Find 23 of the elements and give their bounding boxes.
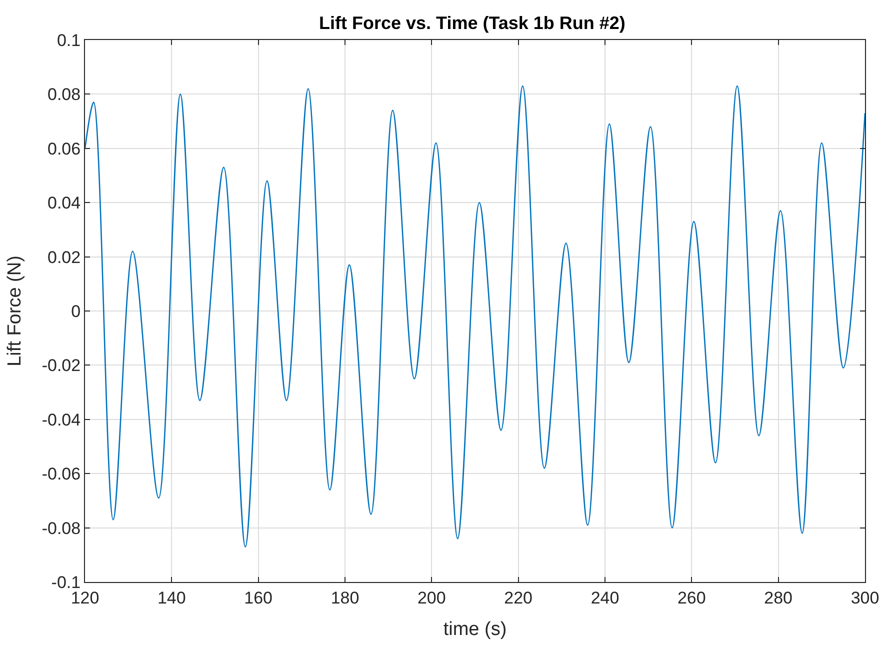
x-tick-label: 300 — [850, 588, 880, 608]
x-tick-label: 260 — [677, 588, 706, 608]
x-tick-label: 140 — [157, 588, 186, 608]
x-tick-label: 160 — [244, 588, 273, 608]
x-tick-label: 180 — [330, 588, 360, 608]
y-tick-label: 0.06 — [48, 139, 81, 158]
y-tick-label: 0.1 — [56, 30, 81, 50]
chart-title: Lift Force vs. Time (Task 1b Run #2) — [319, 12, 626, 33]
y-tick-label: -0.02 — [42, 356, 81, 376]
x-axis-title: time (s) — [443, 619, 507, 640]
x-tick-label: 240 — [590, 588, 620, 608]
y-tick-label: -0.08 — [42, 518, 81, 538]
y-tick-label: 0 — [71, 302, 81, 321]
x-tick-label: 200 — [417, 588, 446, 608]
x-tick-label: 220 — [504, 588, 533, 608]
y-axis-title: Lift Force (N) — [4, 256, 26, 366]
line-series — [85, 85, 865, 548]
y-tick-label: 0.04 — [48, 194, 81, 213]
y-tick-label: -0.04 — [42, 410, 81, 430]
x-tick-label: 280 — [764, 588, 793, 608]
y-tick-label: 0.08 — [48, 85, 81, 104]
y-tick-label: -0.06 — [42, 464, 81, 484]
y-tick-label: 0.02 — [48, 248, 81, 267]
